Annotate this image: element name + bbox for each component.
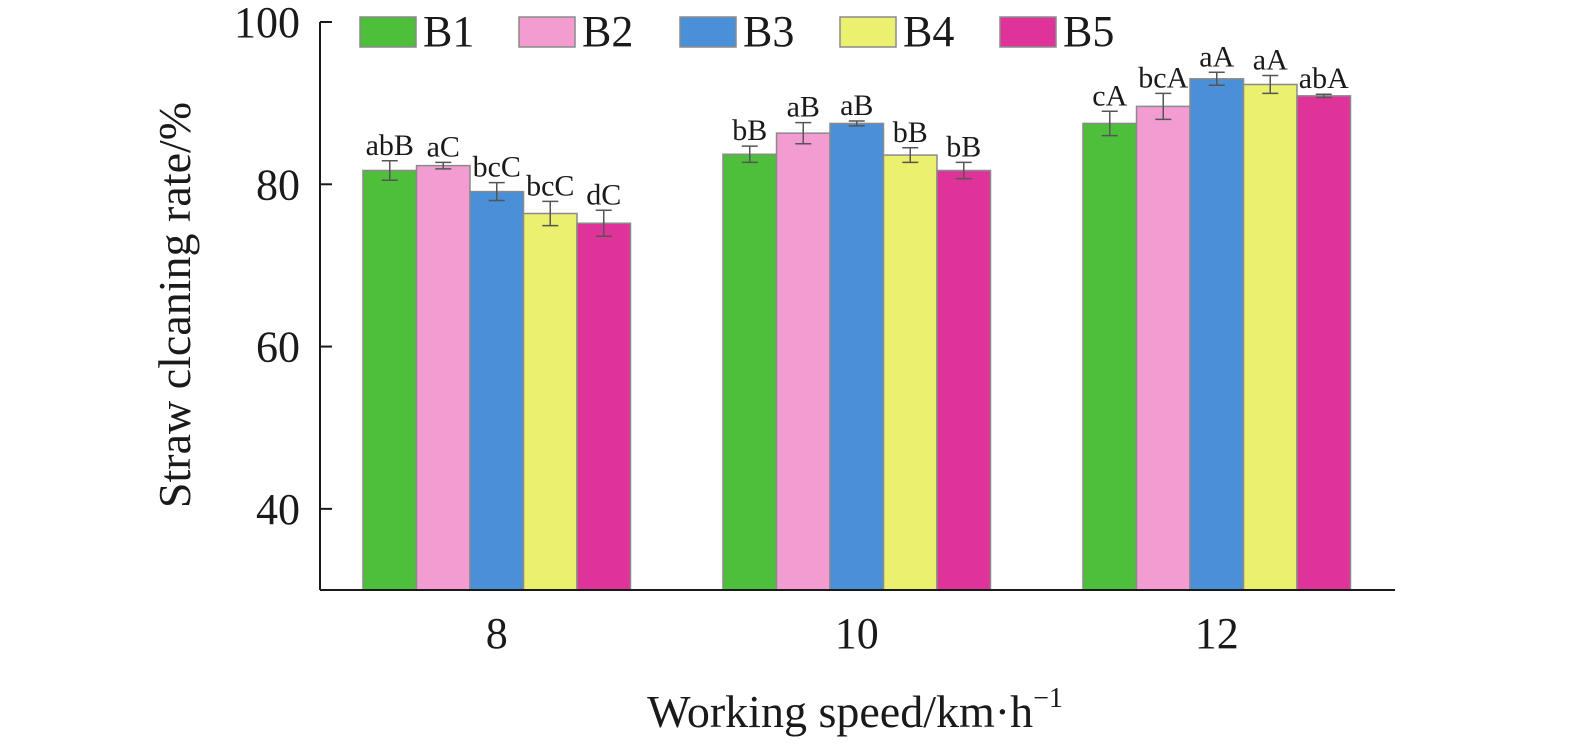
data-label: aC — [427, 130, 460, 163]
bar-b2-8 — [415, 164, 471, 591]
data-label: bB — [893, 116, 928, 149]
bar-b3-10 — [829, 122, 885, 591]
bar-b4-12 — [1242, 83, 1298, 591]
data-label: bcC — [526, 169, 574, 202]
data-label: abB — [366, 129, 414, 162]
x-tick-label: 10 — [835, 609, 879, 658]
data-label: cA — [1092, 79, 1127, 112]
legend-label-b3: B3 — [743, 7, 794, 56]
legend: B1 B2 B3 B4 B5 — [359, 7, 1114, 56]
bar-b5-8 — [576, 222, 632, 591]
x-tick-label: 12 — [1195, 609, 1239, 658]
legend-swatch-b5 — [999, 16, 1057, 48]
x-axis-title-superscript: −1 — [1033, 683, 1063, 714]
legend-swatch-b2 — [518, 16, 576, 48]
legend-swatch-b3 — [679, 16, 737, 48]
x-axis-title: Working speed/km·h−1 — [647, 683, 1063, 737]
y-tick-label: 40 — [256, 485, 300, 534]
bar-b1-12 — [1082, 122, 1138, 591]
bar-b4-10 — [882, 154, 938, 591]
legend-label-b1: B1 — [423, 7, 474, 56]
bar-b3-12 — [1189, 78, 1245, 591]
bar-b2-12 — [1135, 105, 1191, 591]
legend-swatch-b4 — [839, 16, 897, 48]
data-label: dC — [586, 178, 621, 211]
data-label: aB — [787, 91, 820, 124]
axes-layer: 40 60 80 100 8 10 12 — [234, 0, 1395, 658]
data-label: abA — [1299, 62, 1349, 95]
data-label: aB — [840, 89, 873, 122]
y-tick-label: 60 — [256, 323, 300, 372]
data-label: aA — [1199, 40, 1234, 73]
legend-label-b2: B2 — [582, 7, 633, 56]
y-axis-title: Straw clcaning rate/% — [149, 102, 200, 508]
data-labels-layer: abB bB cA aC aB bcA bcC aB aA bcC bB aA dC bB abA — [366, 40, 1349, 211]
bar-b1-10 — [722, 153, 778, 591]
x-axis-title-main: Working speed/km·h — [647, 686, 1033, 737]
bar-b4-8 — [522, 212, 578, 591]
y-tick-label: 100 — [234, 0, 300, 47]
data-label: bB — [732, 114, 767, 147]
data-label: aA — [1253, 44, 1288, 77]
bar-b3-8 — [469, 190, 525, 591]
data-label: bcC — [473, 151, 521, 184]
error-bars-layer — [381, 71, 1332, 237]
bar-b1-8 — [362, 169, 418, 591]
data-label: bB — [946, 130, 981, 163]
x-tick-label: 8 — [486, 609, 508, 658]
bar-b5-10 — [936, 169, 992, 591]
bar-b5-12 — [1296, 95, 1352, 591]
bars-layer — [362, 78, 1352, 591]
legend-swatch-b1 — [359, 16, 417, 48]
legend-label-b5: B5 — [1063, 7, 1114, 56]
data-label: bcA — [1138, 61, 1188, 94]
bar-b2-10 — [775, 132, 831, 591]
y-tick-label: 80 — [256, 160, 300, 209]
legend-label-b4: B4 — [903, 7, 954, 56]
